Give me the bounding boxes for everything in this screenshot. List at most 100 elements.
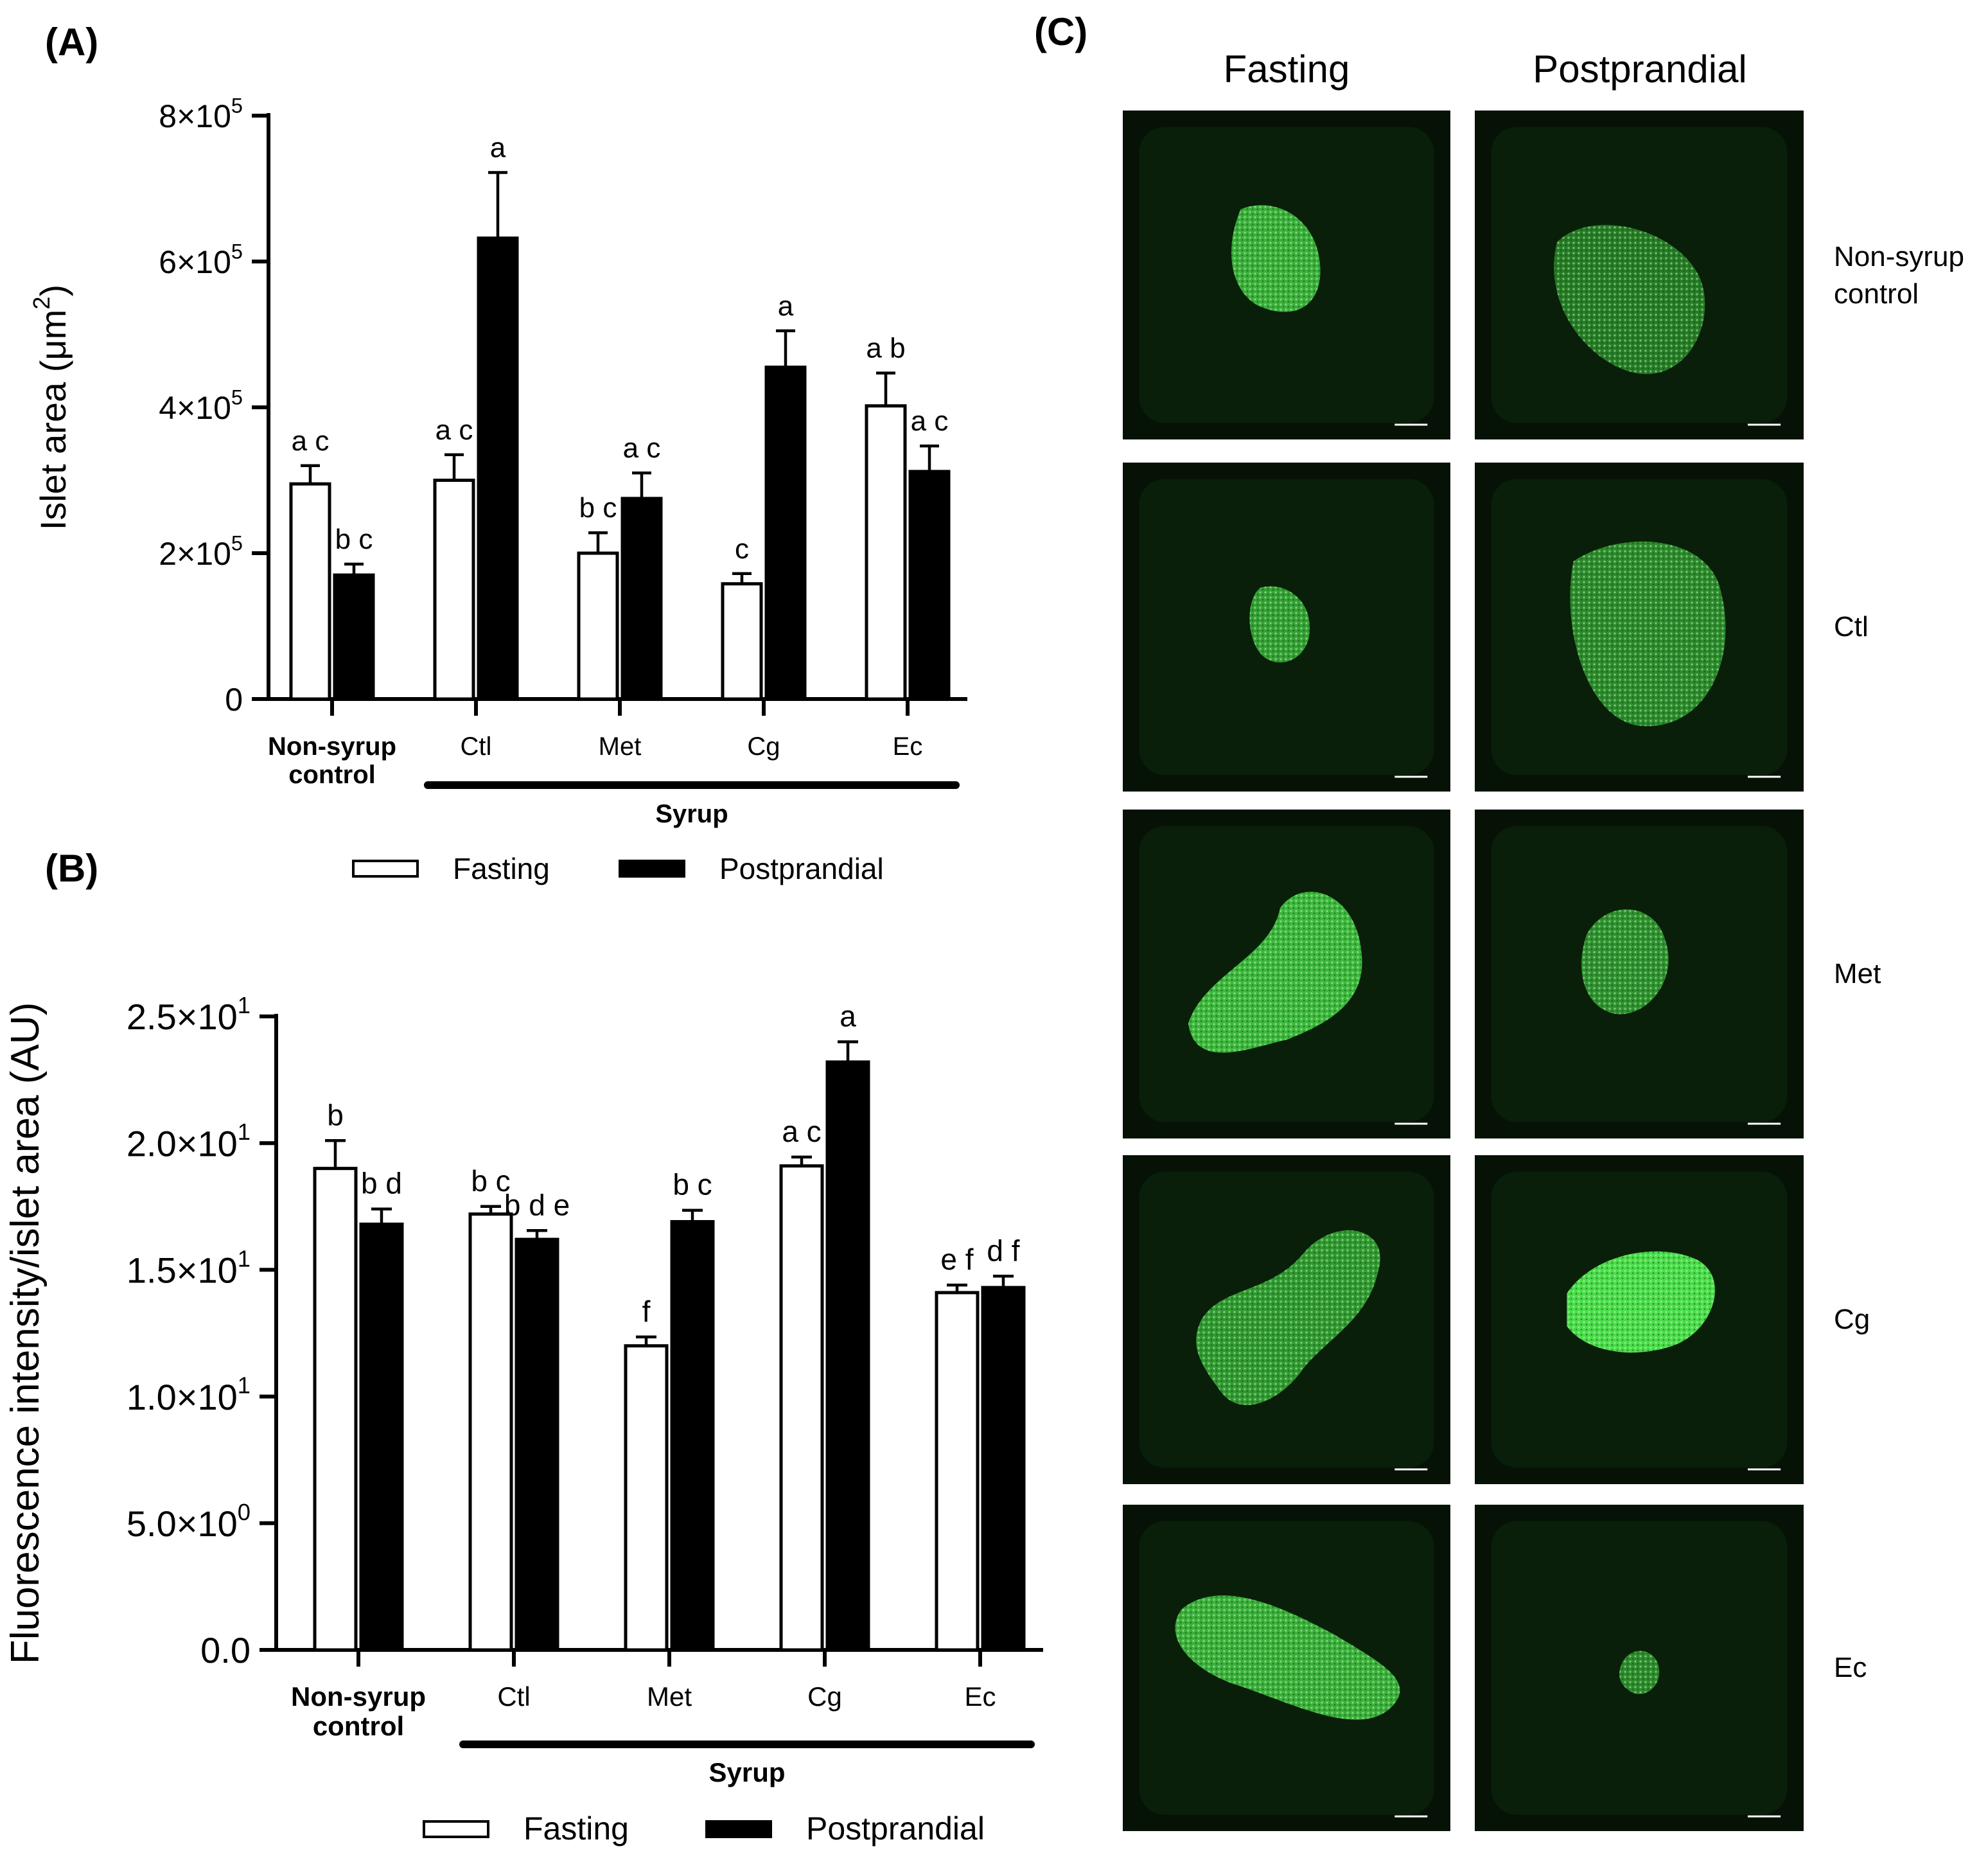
- x-category-label: control: [288, 761, 376, 789]
- bar-fasting: [577, 551, 619, 701]
- micrograph-fasting: [1123, 810, 1450, 1138]
- significance-letter: a: [490, 132, 506, 164]
- y-tick-label-base: 1.0×10: [127, 1377, 238, 1417]
- legend-label: Fasting: [453, 852, 550, 885]
- y-axis-title-unit: μm: [33, 310, 73, 360]
- micrograph-fasting: [1123, 111, 1450, 439]
- significance-letter: a b: [866, 333, 905, 364]
- y-tick-label-exponent: 5: [231, 386, 243, 409]
- micrograph-row-label: control: [1834, 278, 1919, 310]
- y-axis-title-main: Islet area (: [33, 360, 73, 530]
- significance-letter: a c: [782, 1115, 821, 1148]
- y-tick-label-base: 0.0: [200, 1630, 251, 1670]
- micrograph-postprandial: [1475, 463, 1804, 792]
- y-tick-label-base: 8×10: [159, 98, 231, 134]
- y-tick-label: 2.0×101: [127, 1119, 251, 1164]
- islet-texture: [1231, 205, 1321, 312]
- x-category-label: Ec: [964, 1681, 996, 1712]
- significance-letter: a c: [435, 414, 473, 446]
- bar-fasting: [433, 479, 475, 701]
- micrograph-column-header: Postprandial: [1533, 48, 1747, 91]
- legend-swatch-fasting: [423, 1820, 489, 1838]
- significance-letter: c: [735, 533, 749, 565]
- panel-label-b: (B): [45, 847, 98, 890]
- y-tick-label-exponent: 1: [238, 1245, 251, 1271]
- islet-texture: [1619, 1651, 1660, 1694]
- micrograph-row-label: Ec: [1834, 1652, 1867, 1683]
- y-tick-label: 2.5×101: [127, 992, 251, 1037]
- bar-postprandial: [908, 470, 951, 701]
- y-tick-label: 6×105: [159, 240, 243, 281]
- significance-letter: a c: [623, 432, 661, 464]
- significance-letter: a: [778, 290, 794, 322]
- x-category-label: Ctl: [461, 732, 492, 761]
- significance-letter: d f: [987, 1234, 1019, 1267]
- y-tick-label-base: 2.5×10: [127, 996, 238, 1037]
- islet-texture: [1175, 1595, 1400, 1720]
- bar-postprandial: [359, 1222, 404, 1652]
- islet-texture: [1567, 1251, 1716, 1353]
- islet-texture: [1554, 225, 1705, 375]
- bar-fasting: [935, 1291, 980, 1652]
- bar-fasting: [624, 1344, 669, 1652]
- panel-label-a: (A): [45, 21, 98, 64]
- y-tick-label-base: 1.5×10: [127, 1250, 238, 1291]
- islet-texture: [1581, 909, 1669, 1014]
- x-category-label: Met: [599, 732, 642, 761]
- bar-postprandial: [515, 1237, 559, 1652]
- x-category-label: Cg: [807, 1681, 842, 1712]
- bar-fasting: [468, 1212, 513, 1652]
- x-category-label: Non-syrup: [268, 732, 396, 761]
- syrup-group-label: Syrup: [655, 800, 728, 828]
- y-axis-title-end: ): [33, 285, 73, 297]
- syrup-group-label: Syrup: [708, 1757, 785, 1787]
- y-tick-label-exponent: 1: [238, 1119, 251, 1145]
- islet-texture: [1249, 586, 1310, 663]
- islet-texture: [1188, 892, 1362, 1053]
- y-tick-label: 0.0: [200, 1630, 251, 1670]
- bar-postprandial: [620, 497, 663, 701]
- significance-letter: b d e: [504, 1188, 570, 1221]
- y-tick-label-exponent: 5: [231, 532, 243, 555]
- chart-b-fluorescence: 0.05.0×1001.0×1011.5×1012.0×1012.5×101Fl…: [3, 992, 1043, 1847]
- y-tick-label-exponent: 5: [231, 240, 243, 263]
- micrograph-postprandial: [1475, 1505, 1804, 1831]
- legend-swatch-postprandial: [619, 860, 685, 878]
- legend-label: Postprandial: [719, 852, 884, 885]
- legend-swatch-fasting: [352, 860, 419, 878]
- micrograph-row-label: Non-syrup: [1834, 241, 1964, 272]
- y-tick-label: 1.5×101: [127, 1245, 251, 1290]
- y-tick-label: 1.0×101: [127, 1372, 251, 1417]
- x-category-label: Non-syrup: [291, 1681, 426, 1712]
- bar-postprandial: [825, 1060, 870, 1652]
- y-axis-title: Fluorescence intensity/islet area (AU): [3, 1002, 48, 1664]
- y-tick-label: 5.0×100: [127, 1499, 251, 1544]
- y-tick-label-exponent: 1: [238, 992, 251, 1018]
- significance-letter: b d: [361, 1167, 402, 1200]
- significance-letter: f: [642, 1295, 651, 1328]
- x-category-label: Met: [647, 1681, 692, 1712]
- islet-texture: [1196, 1230, 1380, 1405]
- y-tick-label: 2×105: [159, 532, 243, 572]
- micrograph-column-header: Fasting: [1224, 48, 1350, 91]
- significance-letter: a c: [911, 405, 949, 437]
- y-tick-label-exponent: 0: [238, 1499, 251, 1525]
- x-category-label: control: [313, 1711, 404, 1741]
- bar-fasting: [313, 1167, 358, 1652]
- bar-postprandial: [981, 1286, 1026, 1652]
- micrograph-fasting: [1123, 1155, 1450, 1484]
- y-tick-label: 0: [225, 682, 243, 718]
- micrograph-row-label: Met: [1834, 958, 1881, 989]
- y-tick-label: 4×105: [159, 386, 243, 427]
- y-tick-label-base: 5.0×10: [127, 1503, 238, 1544]
- legend-label: Fasting: [523, 1811, 629, 1847]
- micrograph-fasting: [1123, 1505, 1450, 1831]
- y-tick-label-base: 0: [225, 682, 243, 718]
- islet-texture: [1570, 541, 1726, 727]
- y-axis-title-exponent: 2: [28, 296, 55, 309]
- bar-postprandial: [670, 1219, 715, 1652]
- x-category-label: Ec: [893, 732, 923, 761]
- bar-fasting: [721, 582, 763, 701]
- significance-letter: b c: [579, 492, 617, 524]
- micrograph-postprandial: [1475, 1155, 1804, 1484]
